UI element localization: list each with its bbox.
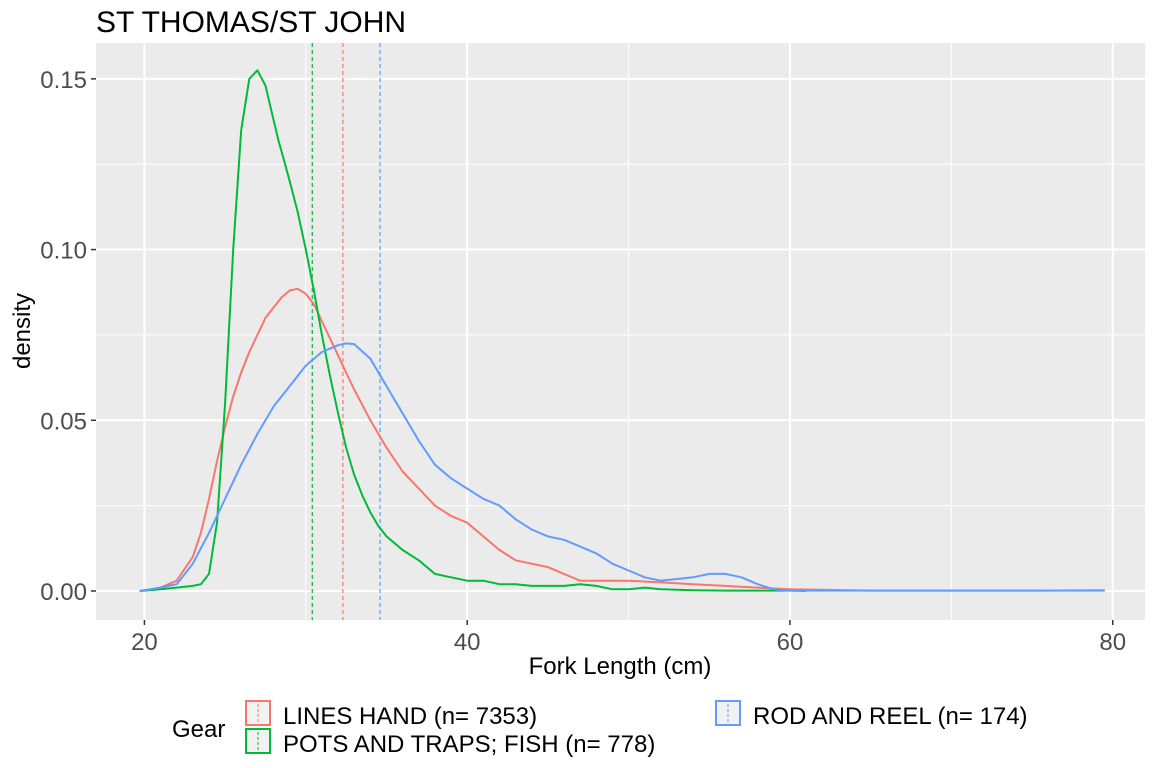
x-tick-label: 20 bbox=[131, 629, 158, 656]
y-tick-label: 0.05 bbox=[40, 408, 87, 435]
x-tick-label: 40 bbox=[454, 629, 481, 656]
legend-label: POTS AND TRAPS; FISH (n= 778) bbox=[283, 731, 655, 758]
density-series bbox=[139, 69, 1105, 592]
chart-title: ST THOMAS/ST JOHN bbox=[96, 6, 406, 39]
plot-panel bbox=[96, 43, 1145, 620]
axis-ticks: 20 40 60 80 0.00 0.05 0.10 0.15 bbox=[40, 67, 1126, 656]
legend: Gear LINES HAND (n= 7353)POTS AND TRAPS;… bbox=[172, 700, 1028, 758]
y-tick-label: 0.00 bbox=[40, 579, 87, 606]
series-line bbox=[139, 69, 807, 592]
x-axis-label: Fork Length (cm) bbox=[529, 653, 712, 680]
legend-title: Gear bbox=[172, 716, 225, 743]
y-axis-label: density bbox=[9, 293, 36, 369]
x-tick-label: 80 bbox=[1099, 629, 1126, 656]
legend-label: LINES HAND (n= 7353) bbox=[283, 703, 537, 730]
mean-lines bbox=[311, 43, 381, 620]
grid-lines bbox=[96, 43, 1145, 620]
x-tick-label: 60 bbox=[777, 629, 804, 656]
series-line bbox=[139, 287, 1105, 592]
y-tick-label: 0.15 bbox=[40, 67, 87, 94]
y-tick-label: 0.10 bbox=[40, 238, 87, 265]
series-line bbox=[139, 342, 1105, 592]
legend-label: ROD AND REEL (n= 174) bbox=[753, 703, 1028, 730]
